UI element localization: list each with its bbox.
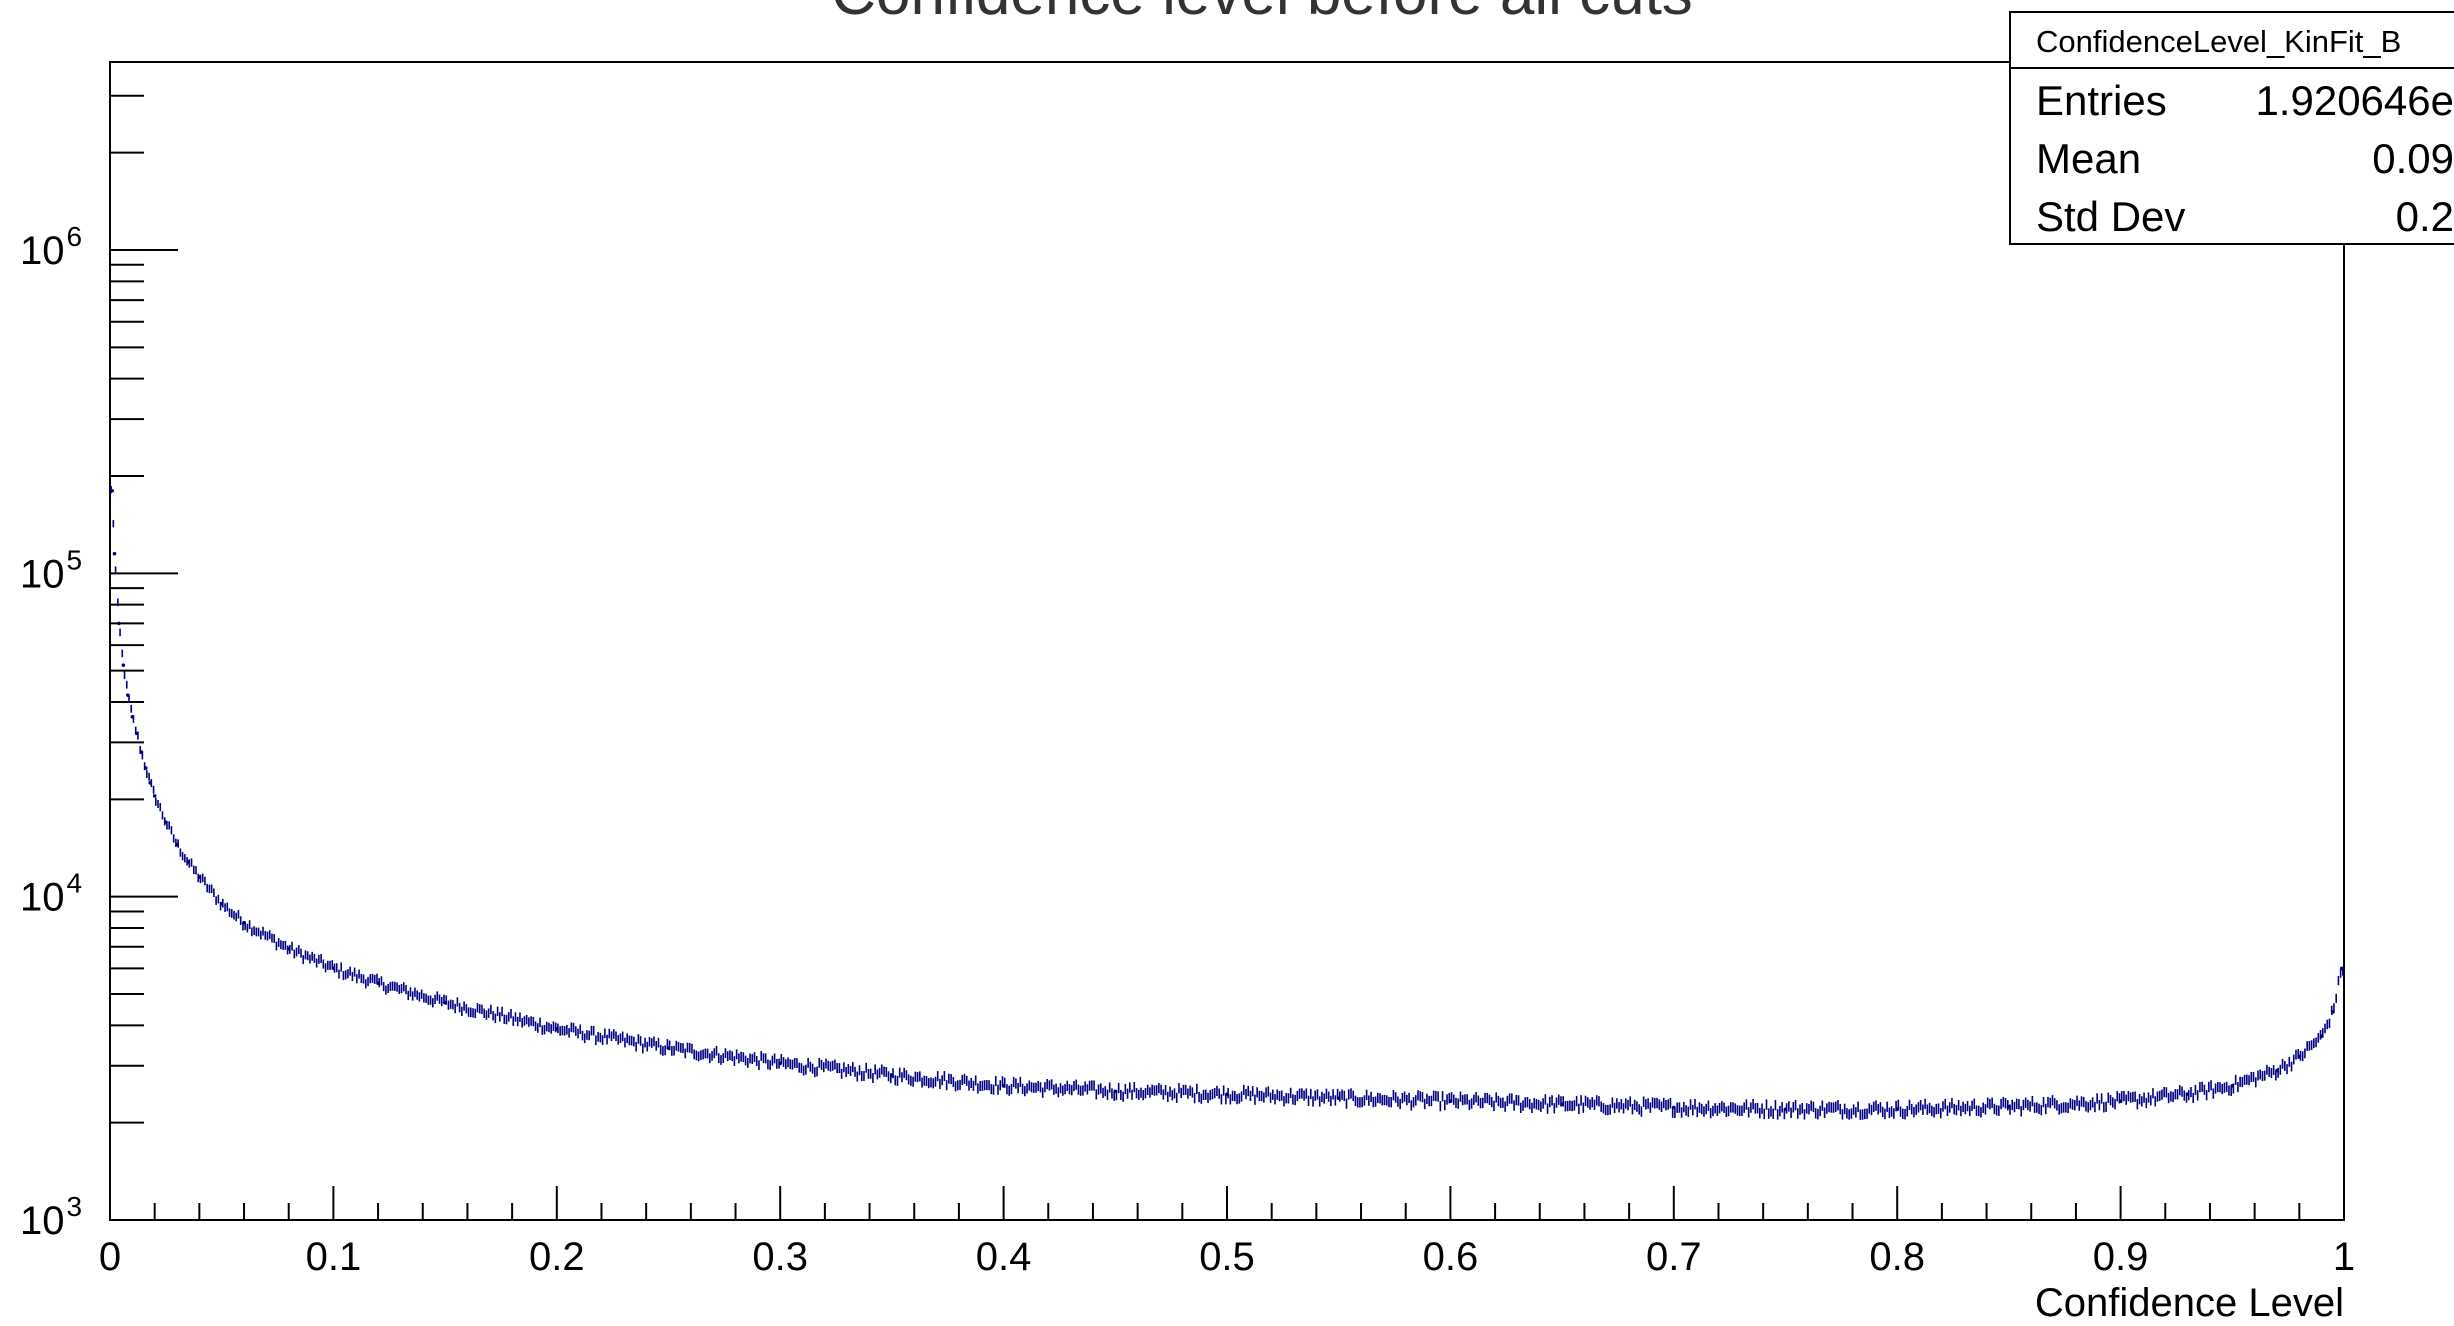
data-point [1336,1096,1341,1101]
data-point [175,842,179,847]
x-tick-label: 0.8 [1869,1235,1925,1279]
y-tick-label: 104 [20,868,82,920]
data-point [1225,1092,1229,1096]
data-point [143,766,148,770]
data-point [135,731,139,736]
x-axis-tick-labels: 0 0.1 0.2 0.3 0.4 0.5 0.6 0.7 0.8 0.9 1 [99,1235,2355,1279]
x-tick-label: 0.9 [2093,1235,2149,1279]
y-axis-tick-labels: 103 104 105 106 [20,221,82,1243]
data-point [2118,1099,2123,1104]
data-point [130,714,135,719]
x-tick-label: 1 [2333,1235,2355,1279]
data-point [2339,966,2344,971]
data-point [555,1027,559,1031]
data-point [126,693,130,697]
data-point [2185,1092,2190,1096]
y-axis-ticks [110,94,178,1221]
y-tick-label: 106 [20,221,82,273]
stats-box-title: ConfidenceLevel_KinFit_B [2036,24,2401,59]
data-point [148,780,153,785]
data-point [331,966,336,971]
data-series [110,485,2344,1120]
data-point [2331,1010,2335,1014]
data-point [152,794,157,798]
data-point [197,875,202,879]
data-point [242,921,246,925]
data-point [778,1061,782,1066]
x-tick-label: 0 [99,1235,121,1279]
x-axis-ticks [109,1186,2345,1220]
data-point [890,1073,894,1078]
x-tick-label: 0.3 [752,1235,808,1279]
data-point [1895,1107,1899,1112]
plot-frame [109,61,2345,1221]
data-point [376,981,380,985]
data-point [164,820,168,824]
stats-entries-label: Entries [2036,77,2167,124]
stats-mean-value: 0.09 [2372,135,2454,182]
x-tick-label: 0.6 [1423,1235,1479,1279]
stats-stddev-value: 0.2 [2396,193,2454,240]
data-point [110,488,115,493]
data-point [219,902,224,906]
x-tick-label: 0.7 [1646,1235,1702,1279]
data-point [121,663,126,667]
data-point [286,946,291,951]
stats-box: ConfidenceLevel_KinFit_B Entries 1.92064… [2009,11,2454,245]
stats-mean-label: Mean [2036,135,2141,182]
data-point [2230,1084,2235,1088]
data-point [112,551,117,556]
data-point [117,621,121,626]
data-point [1448,1099,1453,1104]
data-point [1001,1084,1006,1088]
data-point [2007,1104,2011,1109]
data-point [1783,1107,1788,1112]
data-point [2275,1068,2279,1073]
x-tick-label: 0.4 [976,1235,1032,1279]
x-axis-label: Confidence Level [2035,1281,2344,1325]
data-point [2319,1034,2324,1039]
x-tick-label: 0.1 [306,1235,362,1279]
data-point [1560,1102,1564,1107]
y-tick-label: 105 [20,544,82,596]
data-point [2297,1054,2302,1059]
x-tick-label: 0.2 [529,1235,585,1279]
chart-title: Confidence level before all cuts [831,0,1693,28]
data-point [1113,1089,1118,1094]
data-point [666,1046,671,1050]
stats-entries-value: 1.920646e [2255,77,2454,124]
data-point [443,1000,447,1005]
data-point [1672,1105,1676,1110]
y-tick-label: 103 [20,1191,82,1243]
data-point [186,860,190,864]
stats-stddev-label: Std Dev [2036,193,2185,240]
x-tick-label: 0.5 [1199,1235,1255,1279]
data-point [139,750,144,754]
